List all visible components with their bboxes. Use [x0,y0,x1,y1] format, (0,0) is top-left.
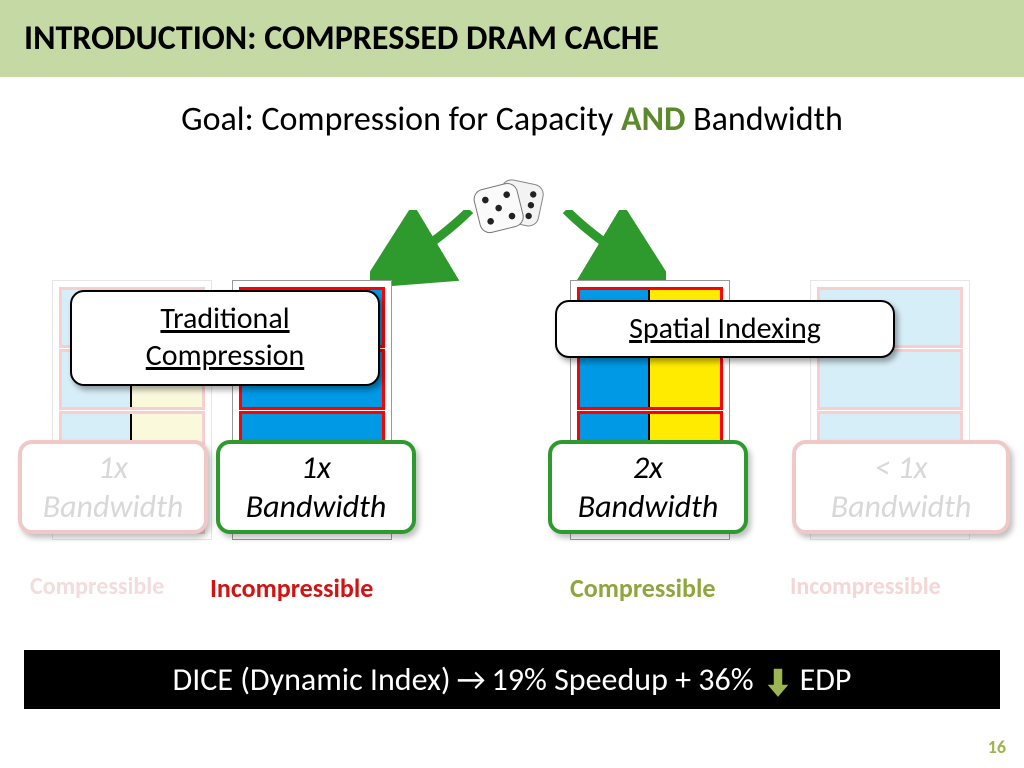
footer-bar: DICE (Dynamic Index) → 19% Speedup + 36%… [24,650,1000,709]
footer-suffix: EDP [800,660,852,699]
bandwidth-box-right: 2xBandwidth [548,440,748,534]
goal-suffix: Bandwidth [685,99,842,140]
bandwidth-box-far_left: 1xBandwidth [18,440,208,534]
down-arrow-icon [764,666,792,700]
bandwidth-box-far_right: < 1xBandwidth [792,440,1010,534]
goal-prefix: Goal: Compression for Capacity [181,99,621,140]
caption-c3: Compressible [570,572,715,604]
goal-and: AND [621,99,685,140]
caption-c2: Incompressible [210,572,373,604]
slide-title: INTRODUCTION: COMPRESSED DRAM CACHE [24,18,659,59]
footer-mid: 19% Speedup + 36% [492,660,754,699]
goal-line: Goal: Compression for Capacity AND Bandw… [0,99,1024,140]
arrow-left-icon [370,210,480,290]
footer-prefix: DICE (Dynamic Index) [173,660,451,699]
bandwidth-box-left: 1xBandwidth [216,440,416,534]
slide-title-bar: INTRODUCTION: COMPRESSED DRAM CACHE [0,0,1024,77]
footer-arrow: → [457,660,486,699]
method-label-traditional: TraditionalCompression [70,290,380,386]
caption-c1: Compressible [30,572,164,601]
arrow-right-icon [556,210,666,290]
page-number: 16 [988,736,1006,758]
method-label-spatial: Spatial Indexing [555,300,895,358]
caption-c4: Incompressible [790,572,941,601]
